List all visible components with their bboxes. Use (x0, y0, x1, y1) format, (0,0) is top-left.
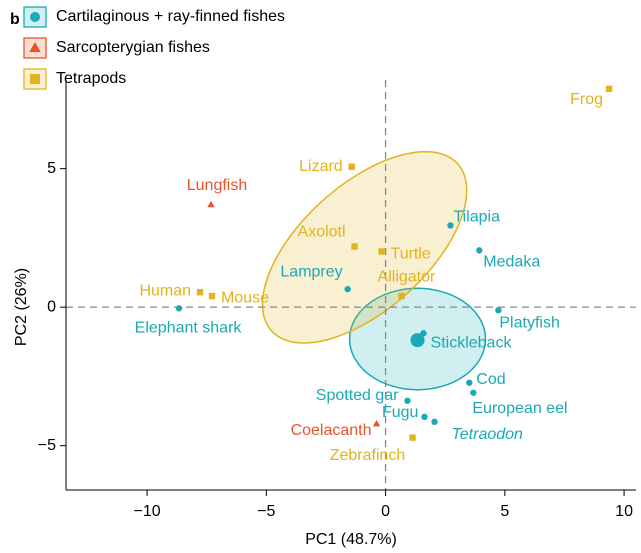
point (30, 12, 40, 22)
x-axis-label: PC1 (48.7%) (305, 531, 397, 548)
point-label: Zebrafinch (330, 447, 406, 464)
point-label: Medaka (483, 254, 540, 271)
point-label: Frog (570, 91, 603, 108)
point (421, 413, 428, 421)
point (398, 292, 405, 300)
x-tick-label: −10 (134, 503, 161, 520)
y-tick-label: −5 (38, 437, 56, 454)
point-label: Stickleback (431, 334, 513, 351)
point-label: Lungfish (187, 177, 248, 194)
y-tick-label: 5 (47, 160, 56, 177)
y-tick-label: 0 (47, 298, 56, 315)
point-label: Platyfish (499, 314, 559, 331)
point (470, 389, 477, 396)
point (175, 305, 183, 312)
point (404, 397, 411, 404)
point-label: Lamprey (280, 263, 342, 280)
point-label: Axolotl (298, 224, 346, 241)
point (605, 85, 613, 93)
legend-label: Sarcopterygian fishes (56, 39, 210, 56)
point-label: Human (139, 282, 191, 299)
point-label: Cod (476, 371, 505, 388)
point (348, 163, 355, 170)
point (344, 285, 351, 293)
point (447, 222, 454, 229)
x-tick-label: 5 (500, 503, 509, 520)
point (29, 42, 41, 52)
point (372, 419, 381, 427)
point-label: Tetraodon (451, 426, 523, 443)
point-label: Spotted gar (316, 387, 399, 404)
point-label: Mouse (221, 289, 269, 306)
point (30, 74, 40, 84)
legend-label: Tetrapods (56, 70, 126, 87)
point (207, 200, 215, 208)
point (351, 243, 358, 250)
point (378, 248, 385, 255)
point (466, 379, 473, 386)
x-tick-label: 0 (381, 503, 390, 520)
x-tick-label: 10 (615, 503, 633, 520)
point-label: Alligator (378, 268, 436, 285)
point-label: Fugu (382, 404, 418, 421)
confidence-ellipse (261, 150, 468, 344)
point (410, 333, 425, 348)
point-label: Coelacanth (291, 422, 372, 439)
legend-label: Cartilaginous + ray-finned fishes (56, 8, 285, 25)
point (196, 289, 204, 296)
point-label: Elephant shark (135, 319, 243, 336)
panel-label: b (10, 11, 20, 28)
point (420, 330, 427, 337)
point (208, 292, 216, 300)
point-label: Turtle (391, 246, 431, 263)
x-tick-label: −5 (257, 503, 275, 520)
point (409, 434, 416, 441)
point (495, 307, 502, 314)
point-label: European eel (472, 400, 567, 417)
point-label: Lizard (299, 158, 343, 175)
y-axis-label: PC2 (26%) (13, 268, 30, 346)
point (476, 247, 483, 254)
point-label: Tilapia (453, 209, 500, 226)
point (431, 418, 438, 426)
